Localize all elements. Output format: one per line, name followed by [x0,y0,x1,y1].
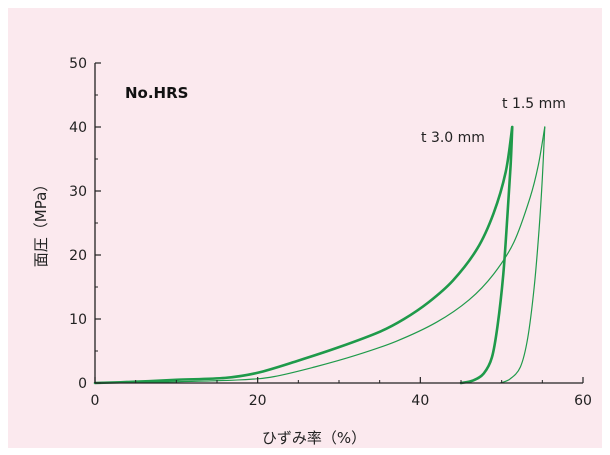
x-axis-title: ひずみ率（%） [262,429,366,447]
x-tick-label: 60 [574,393,592,409]
y-tick-label: 10 [69,312,87,328]
y-tick-label: 20 [69,248,87,264]
chart-title: No.HRS [125,84,188,102]
series-t15mm-unloading-line [499,126,546,384]
series-label-t15: t 1.5 mm [502,96,566,112]
y-tick-label: 50 [69,56,87,72]
x-tick-label: 0 [91,393,100,409]
series-label-t3: t 3.0 mm [421,130,485,146]
y-axis-title: 面圧（MPa） [32,177,50,268]
series-t30mm-loading-line [93,125,514,385]
series-t30mm-unloading-line [459,125,514,385]
y-tick-label: 0 [78,376,87,392]
stress-strain-chart: 0 10 20 30 40 50 0 20 40 60 No.HRS ひずみ率（%） 面圧（MPa… [32,56,592,447]
y-tick-label: 30 [69,184,87,200]
x-tick-label: 40 [411,393,429,409]
x-tick-label: 20 [249,393,267,409]
chart-panel: 0 10 20 30 40 50 0 20 40 60 No.HRS ひずみ率（%） 面圧（MPa… [8,8,602,448]
series-t15mm-loading-line [94,126,546,384]
y-tick-label: 40 [69,120,87,136]
